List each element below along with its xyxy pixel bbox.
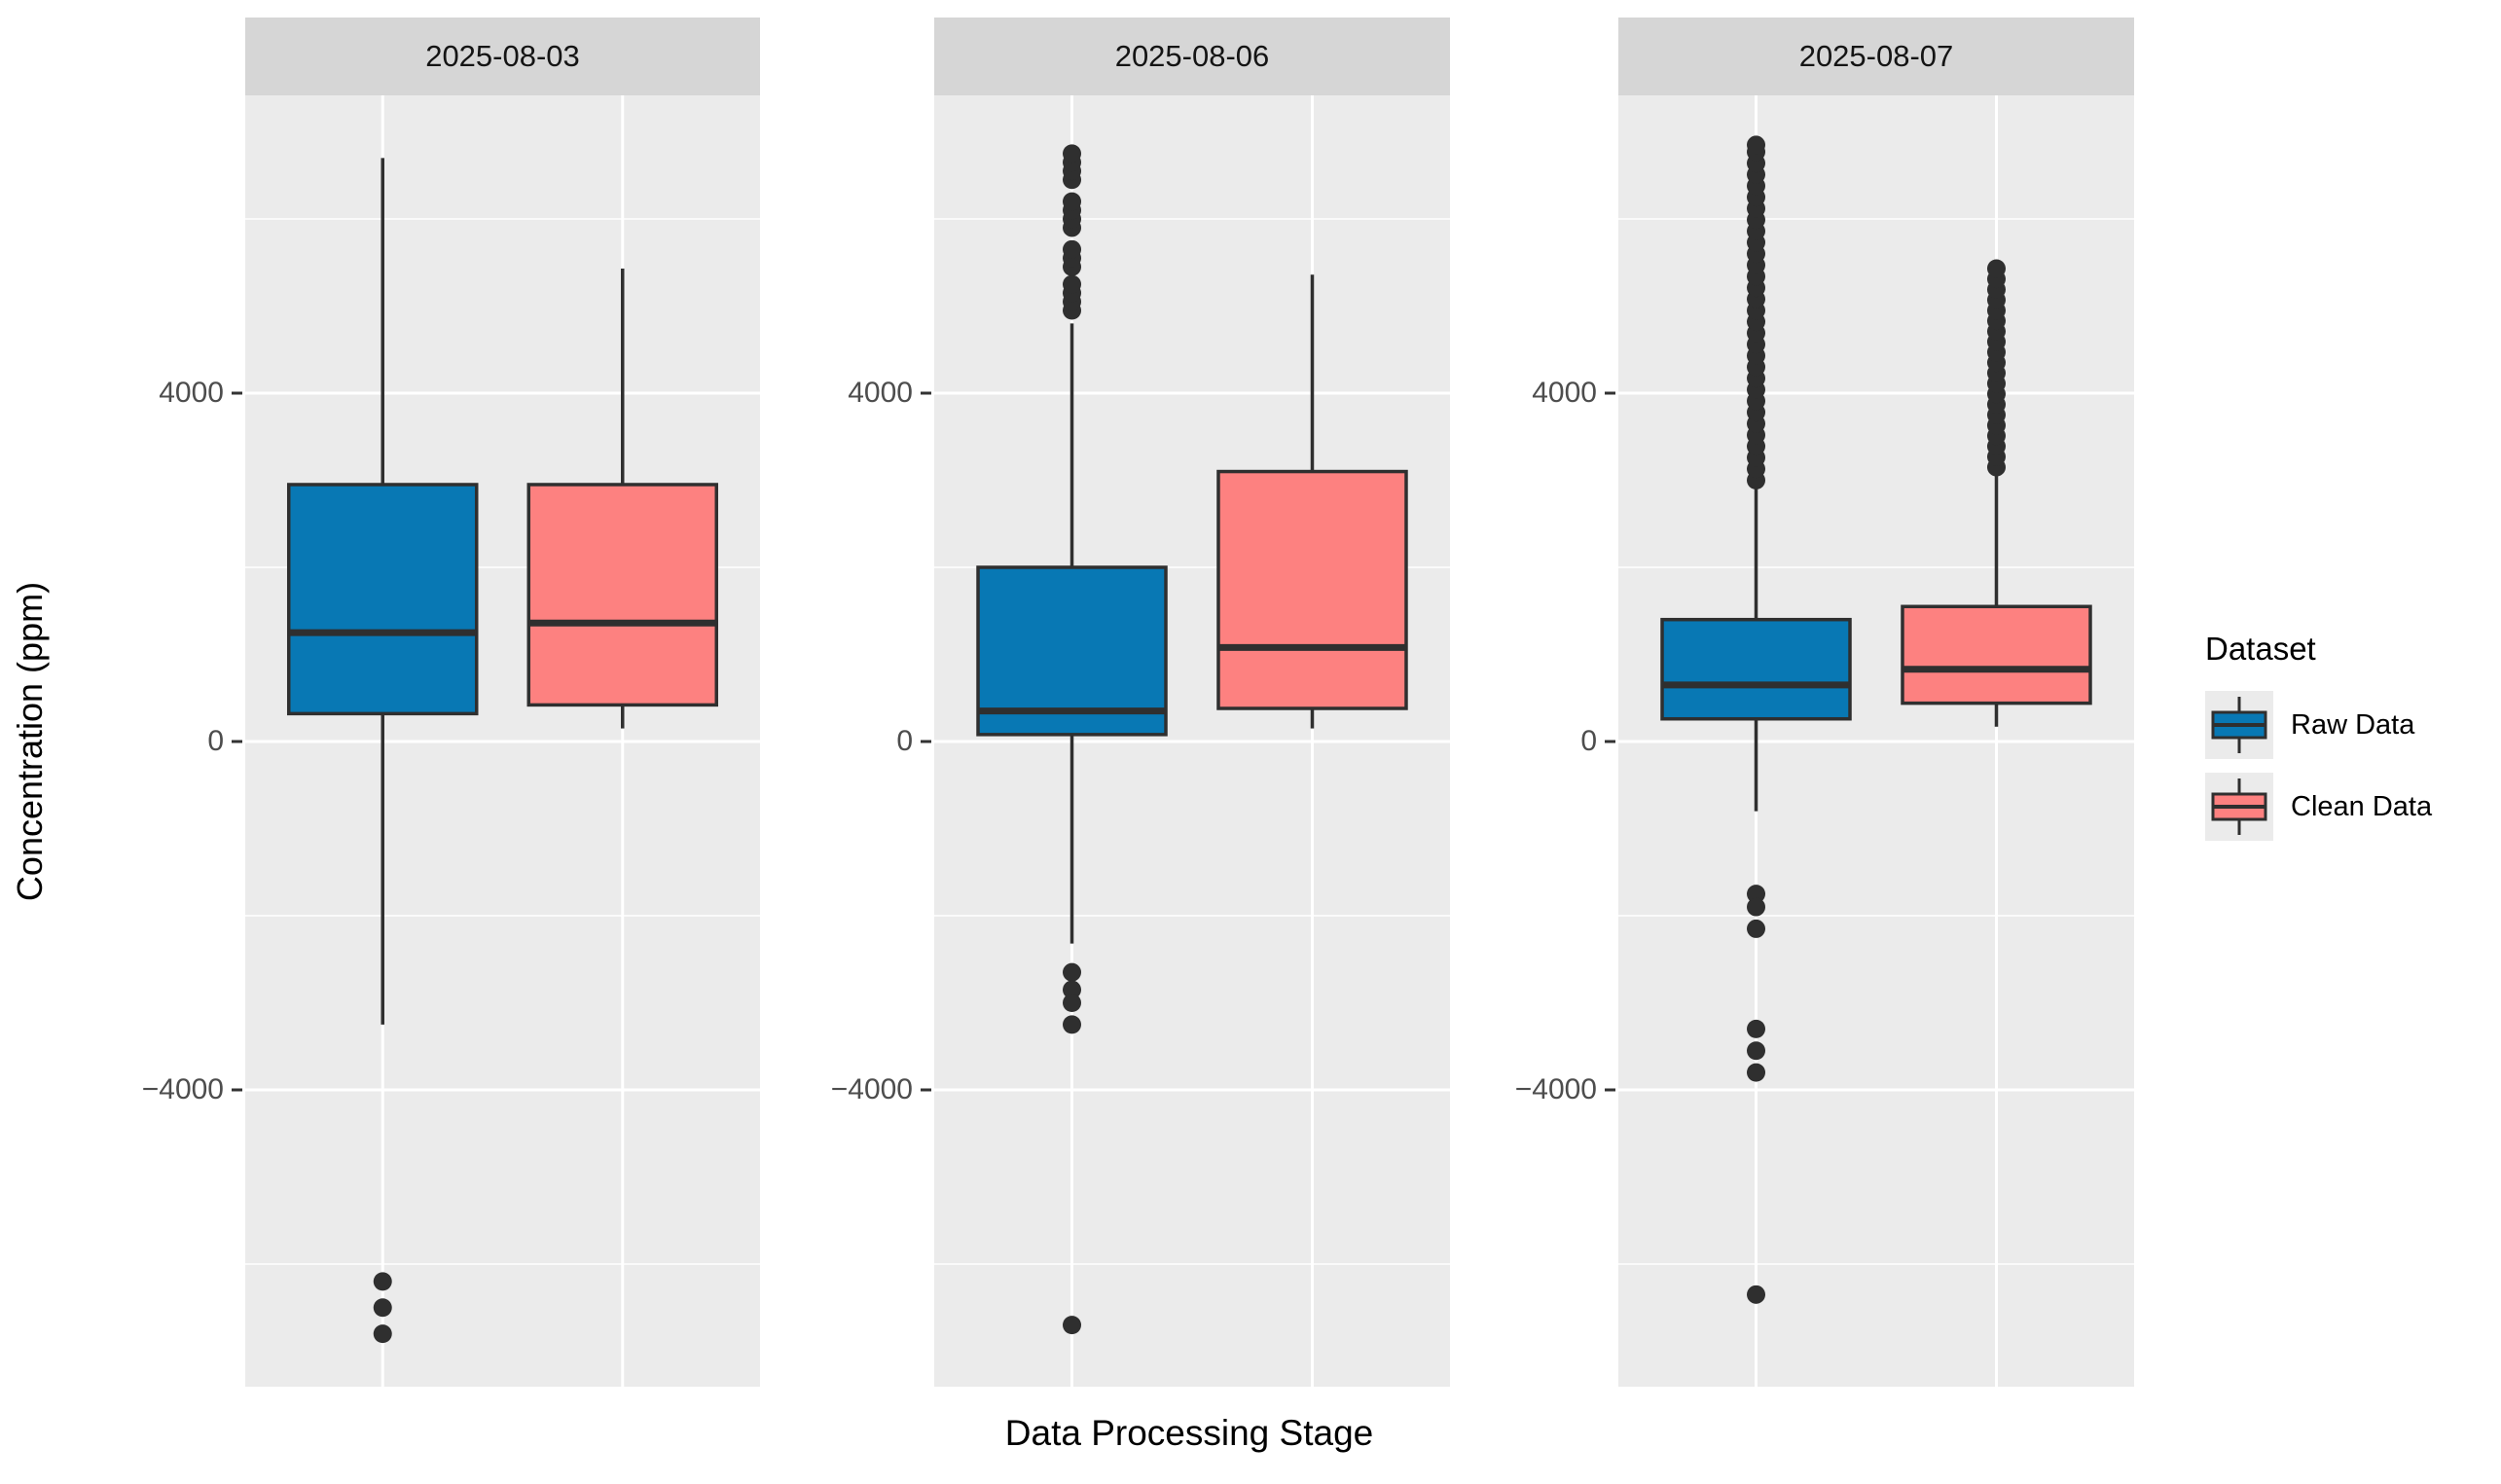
- y-tick-label: 0: [1580, 725, 1597, 757]
- y-tick-label: 4000: [159, 377, 224, 409]
- outlier-point: [1063, 144, 1082, 163]
- y-axis-title: Concentration (ppm): [10, 581, 50, 902]
- y-tick-mark: [921, 1088, 931, 1092]
- outlier-point: [1747, 885, 1766, 904]
- outlier-point: [1747, 1019, 1766, 1038]
- y-tick-mark: [232, 391, 242, 395]
- box-iqr: [286, 483, 479, 716]
- outlier-point: [1063, 994, 1082, 1012]
- y-tick-mark: [1605, 740, 1615, 743]
- y-tick-label: −4000: [830, 1073, 913, 1105]
- y-tick-label: −4000: [141, 1073, 224, 1105]
- y-tick-mark: [921, 391, 931, 395]
- outlier-point: [1063, 192, 1082, 211]
- y-tick-label: 4000: [1532, 377, 1597, 409]
- legend-label-clean: Clean Data: [2291, 790, 2433, 822]
- legend-entry-raw: Raw Data: [2205, 691, 2497, 759]
- facet-strip-2025-08-07: 2025-08-07: [1618, 18, 2134, 95]
- legend-raw-glyph: [2211, 697, 2267, 753]
- y-tick-mark: [1605, 1088, 1615, 1092]
- y-tick-label: 0: [207, 725, 224, 757]
- outlier-point: [1063, 274, 1082, 294]
- outlier-point: [1747, 1285, 1766, 1304]
- outlier-point: [1747, 1041, 1766, 1061]
- outlier-point: [1063, 962, 1082, 982]
- outlier-point: [373, 1324, 392, 1344]
- legend-entry-clean: Clean Data: [2205, 773, 2497, 841]
- legend-clean-glyph: [2211, 778, 2267, 835]
- facet-panel-2025-08-03: [245, 95, 760, 1387]
- facet-strip-2025-08-06: 2025-08-06: [934, 18, 1450, 95]
- outlier-point: [1747, 1063, 1766, 1082]
- y-tick-label: 0: [896, 725, 913, 757]
- facet-panel-2025-08-06: [934, 95, 1450, 1387]
- legend-label-raw: Raw Data: [2291, 708, 2415, 741]
- outlier-point: [1063, 239, 1082, 259]
- y-tick-mark: [232, 740, 242, 743]
- facet-plot-area: [1618, 95, 2134, 1387]
- box-iqr: [1660, 617, 1852, 721]
- y-tick-mark: [232, 1088, 242, 1092]
- outlier-point: [1747, 897, 1766, 917]
- facet-strip-2025-08-03: 2025-08-03: [245, 18, 760, 95]
- y-tick-label: −4000: [1514, 1073, 1597, 1105]
- outlier-point: [1063, 980, 1082, 999]
- outlier-point: [1063, 1015, 1082, 1034]
- box-iqr: [1216, 469, 1408, 710]
- legend: Dataset Raw Data Clea: [2205, 631, 2497, 854]
- boxplot-key-icon-raw: [2205, 691, 2273, 759]
- outlier-point: [373, 1272, 392, 1291]
- outlier-point: [1747, 135, 1766, 155]
- facet-panel-2025-08-07: [1618, 95, 2134, 1387]
- box-iqr: [1901, 604, 2092, 706]
- box-iqr: [526, 483, 719, 707]
- outlier-point: [1986, 259, 2006, 278]
- boxplot-key-icon-clean: [2205, 773, 2273, 841]
- y-tick-mark: [1605, 391, 1615, 395]
- legend-title: Dataset: [2205, 631, 2316, 667]
- x-axis-title: Data Processing Stage: [1004, 1413, 1374, 1453]
- outlier-point: [373, 1298, 392, 1318]
- outlier-point: [1063, 1316, 1082, 1335]
- y-tick-mark: [921, 740, 931, 743]
- facet-plot-area: [934, 95, 1450, 1387]
- y-tick-label: 4000: [848, 377, 913, 409]
- outlier-point: [1747, 919, 1766, 938]
- box-iqr: [976, 565, 1168, 737]
- facet-plot-area: [245, 95, 760, 1387]
